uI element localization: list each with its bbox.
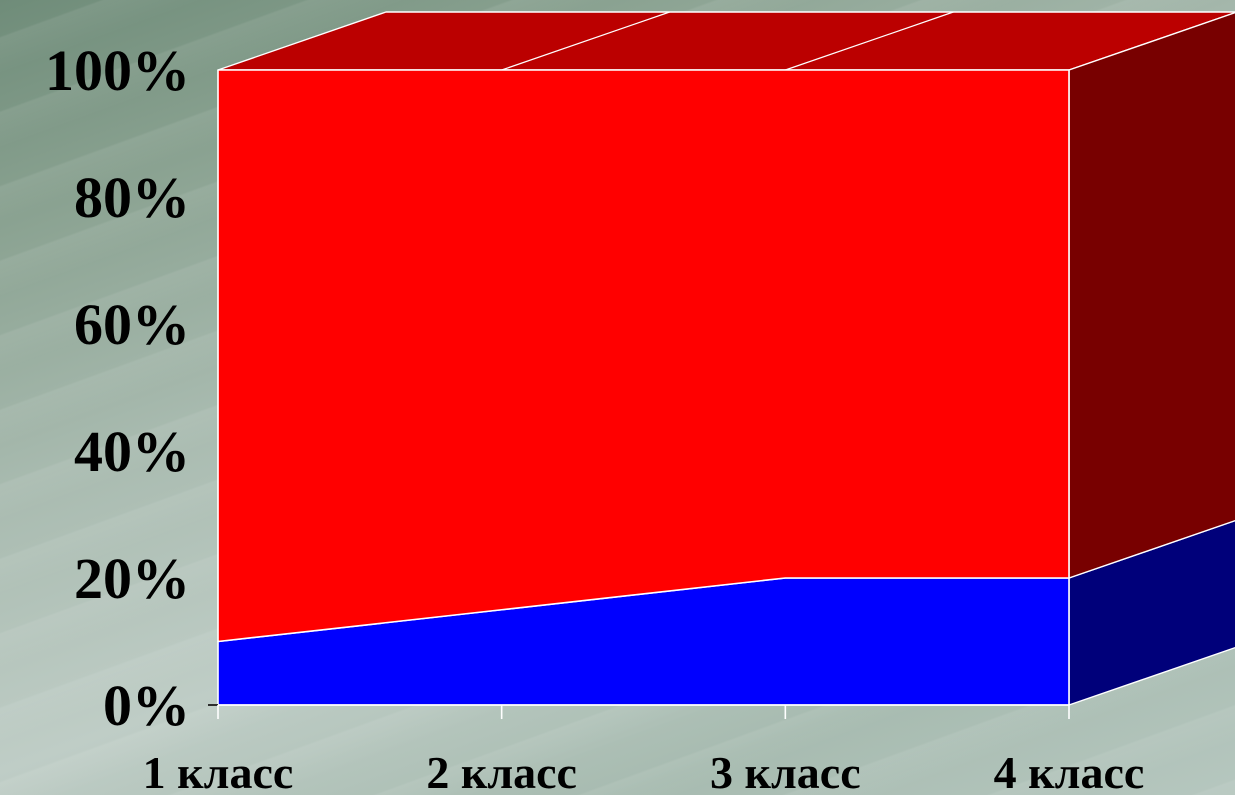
y-tick-label: 60% <box>74 292 190 357</box>
y-tick-label: 0% <box>103 673 190 738</box>
series-top-face <box>217 11 1235 71</box>
x-category-label: 4 класс <box>994 747 1145 795</box>
y-tick-label: 80% <box>74 165 190 230</box>
x-category-label: 3 класс <box>710 747 861 795</box>
series-2-side-face <box>1068 11 1235 579</box>
y-tick-label: 100% <box>45 38 190 103</box>
top-face-divider <box>785 11 954 71</box>
top-face-divider <box>501 11 670 71</box>
x-category-label: 2 класс <box>426 747 577 795</box>
y-tick-label: 20% <box>74 546 190 611</box>
series-2-area <box>217 69 1070 643</box>
y-tick-label: 40% <box>74 419 190 484</box>
x-category-label: 1 класс <box>143 747 294 795</box>
